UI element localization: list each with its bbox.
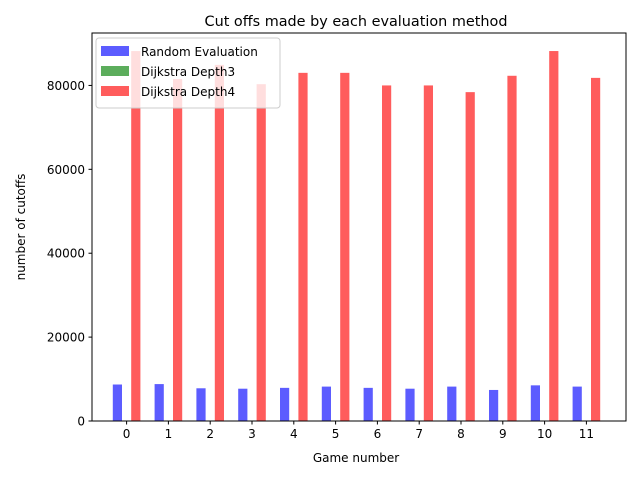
bar-series0-game-7 — [405, 388, 415, 421]
bar-series0-game-6 — [363, 387, 373, 421]
bar-series2-game-7 — [423, 85, 433, 422]
bar-series2-game-3 — [256, 84, 266, 422]
bar-series2-game-9 — [507, 75, 517, 421]
bar-series0-game-4 — [280, 387, 290, 421]
legend-box — [95, 37, 281, 109]
y-tick-label: 60000 — [47, 163, 85, 177]
y-tick-label: 0 — [77, 415, 85, 429]
bar-series2-game-10 — [549, 51, 559, 421]
bar-series2-game-11 — [591, 77, 601, 421]
plot-frame — [91, 32, 627, 422]
bar-series2-game-8 — [465, 92, 475, 421]
bar-series0-game-5 — [321, 386, 331, 421]
legend-label-series2: Dijkstra Depth4 — [141, 85, 235, 99]
bar-series2-game-6 — [382, 85, 392, 422]
legend-swatch-series1 — [101, 66, 129, 76]
bar-series2-game-4 — [298, 72, 308, 421]
x-tick-label: 9 — [499, 427, 507, 441]
x-tick-label: 7 — [415, 427, 423, 441]
bar-series2-game-5 — [340, 72, 350, 421]
chart-title: Cut offs made by each evaluation method — [205, 14, 508, 30]
bar-series2-game-0 — [131, 51, 141, 421]
bar-series0-game-2 — [196, 388, 206, 421]
x-axis-label: Game number — [313, 451, 399, 465]
bar-series0-game-9 — [489, 389, 499, 421]
bar-series2-game-1 — [173, 79, 183, 421]
x-tick-label: 6 — [374, 427, 382, 441]
x-axis: 0 1 2 3 4 5 6 7 8 9 10 11 — [123, 421, 594, 441]
x-tick-label: 2 — [206, 427, 214, 441]
bar-series0-game-0 — [112, 384, 122, 421]
y-axis-label: number of cutoffs — [14, 174, 28, 281]
x-tick-label: 5 — [332, 427, 340, 441]
legend-label-series0: Random Evaluation — [141, 45, 258, 59]
x-tick-label: 10 — [537, 427, 552, 441]
y-tick-label: 20000 — [47, 331, 85, 345]
bar-series2-game-2 — [214, 64, 224, 421]
y-tick-label: 40000 — [47, 247, 85, 261]
bar-series0-game-10 — [530, 385, 540, 421]
bars-layer — [112, 51, 601, 422]
y-axis: 0 20000 40000 60000 80000 — [47, 79, 92, 429]
bar-series0-game-1 — [154, 384, 164, 421]
legend-swatch-series0 — [101, 46, 129, 56]
bar-series0-game-3 — [238, 388, 248, 421]
x-tick-label: 4 — [290, 427, 298, 441]
bar-series0-game-11 — [572, 386, 582, 421]
x-tick-label: 1 — [165, 427, 173, 441]
legend-swatch-series2 — [101, 86, 129, 96]
legend: Random Evaluation Dijkstra Depth3 Dijkstra… — [95, 37, 281, 109]
bar-series0-game-8 — [447, 386, 457, 421]
legend-label-series1: Dijkstra Depth3 — [141, 65, 235, 79]
x-tick-label: 8 — [457, 427, 465, 441]
x-tick-label: 0 — [123, 427, 131, 441]
x-tick-label: 11 — [579, 427, 594, 441]
y-tick-label: 80000 — [47, 79, 85, 93]
x-tick-label: 3 — [248, 427, 256, 441]
